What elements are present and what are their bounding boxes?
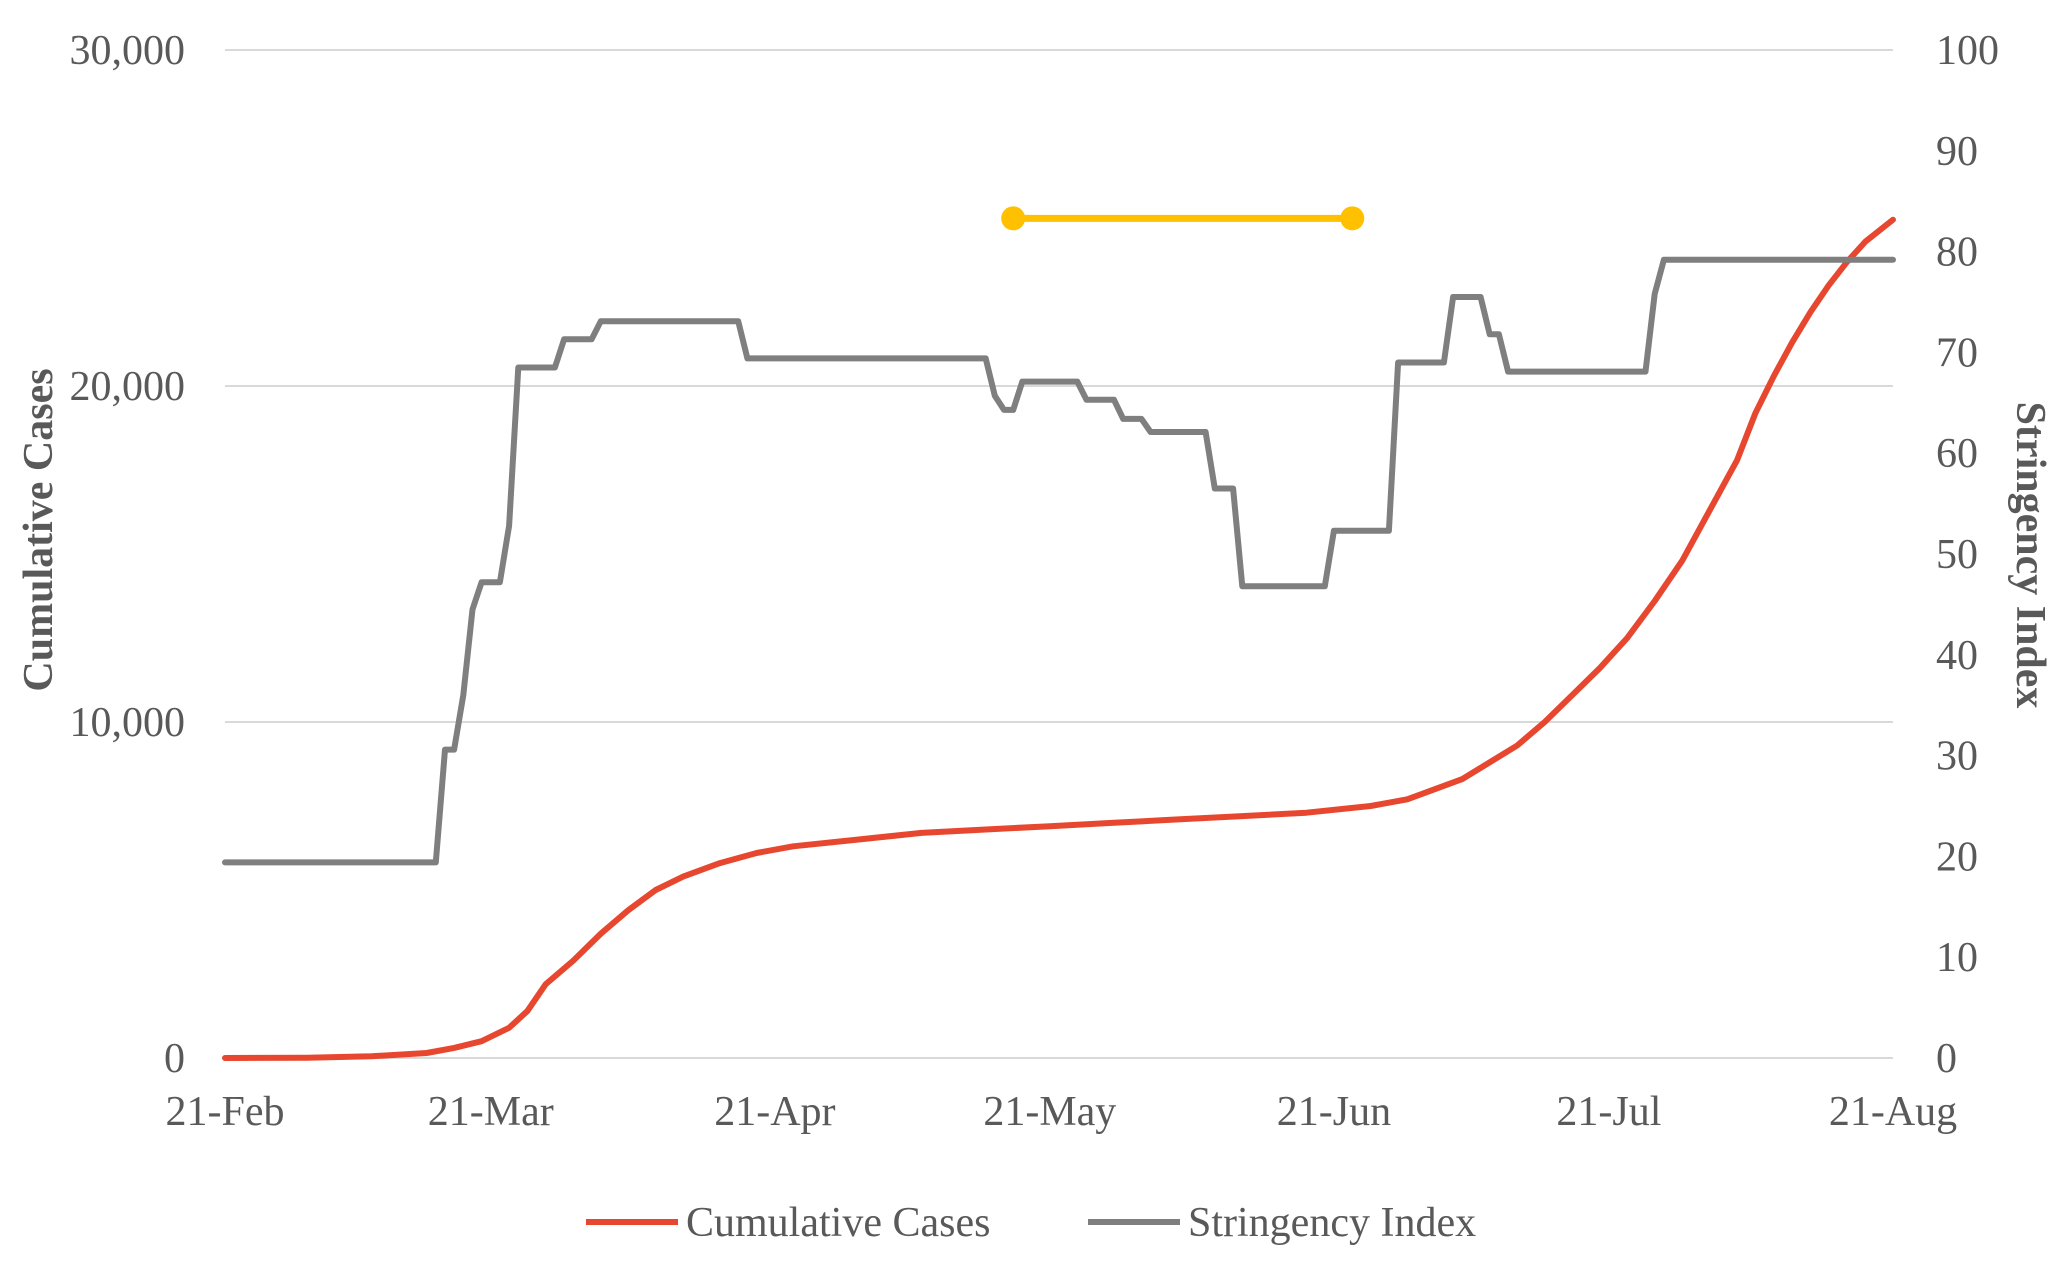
left-tick-label: 0: [164, 1036, 185, 1082]
right-tick-label: 30: [1936, 734, 1978, 780]
left-tick-label: 30,000: [70, 28, 186, 74]
series-line-stringency-index: [222, 256, 1896, 866]
annotation-bracket-end-marker: [1340, 206, 1365, 231]
annotation-bracket-start-marker: [1001, 206, 1026, 231]
series: [222, 216, 1896, 1061]
series-line-cumulative-cases: [222, 216, 1896, 1061]
x-tick-label: 21-May: [983, 1089, 1116, 1135]
x-tick-label: 21-Jun: [1277, 1089, 1391, 1135]
right-tick-label: 40: [1936, 633, 1978, 679]
right-tick-label: 10: [1936, 935, 1978, 981]
x-tick-label: 21-Jul: [1556, 1089, 1661, 1135]
x-tick-label: 21-Apr: [714, 1089, 835, 1135]
right-tick-label: 70: [1936, 330, 1978, 376]
left-tick-label: 10,000: [70, 700, 186, 746]
right-axis-title: Stringency Index: [2007, 402, 2053, 709]
annotations: [1001, 206, 1365, 231]
legend: Cumulative Cases Stringency Index: [586, 1200, 1476, 1246]
legend-label-stringency-index: Stringency Index: [1188, 1200, 1476, 1246]
legend-label-cumulative-cases: Cumulative Cases: [686, 1200, 990, 1246]
right-tick-label: 100: [1936, 28, 1999, 74]
right-tick-label: 90: [1936, 129, 1978, 175]
right-tick-label: 20: [1936, 834, 1978, 880]
right-tick-label: 80: [1936, 230, 1978, 276]
right-tick-label: 60: [1936, 431, 1978, 477]
left-tick-label: 20,000: [70, 364, 186, 410]
right-tick-label: 0: [1936, 1036, 1957, 1082]
right-tick-label: 50: [1936, 532, 1978, 578]
axes: 0 10,000 20,000 30,000 0 10 20 30 40 50 60 70 80 90 10…: [70, 28, 2000, 1135]
x-tick-label: 21-Feb: [166, 1089, 285, 1135]
left-axis-title: Cumulative Cases: [16, 368, 62, 691]
x-tick-label: 21-Aug: [1829, 1089, 1957, 1135]
gridlines: [225, 49, 1893, 723]
x-tick-label: 21-Mar: [428, 1089, 554, 1135]
